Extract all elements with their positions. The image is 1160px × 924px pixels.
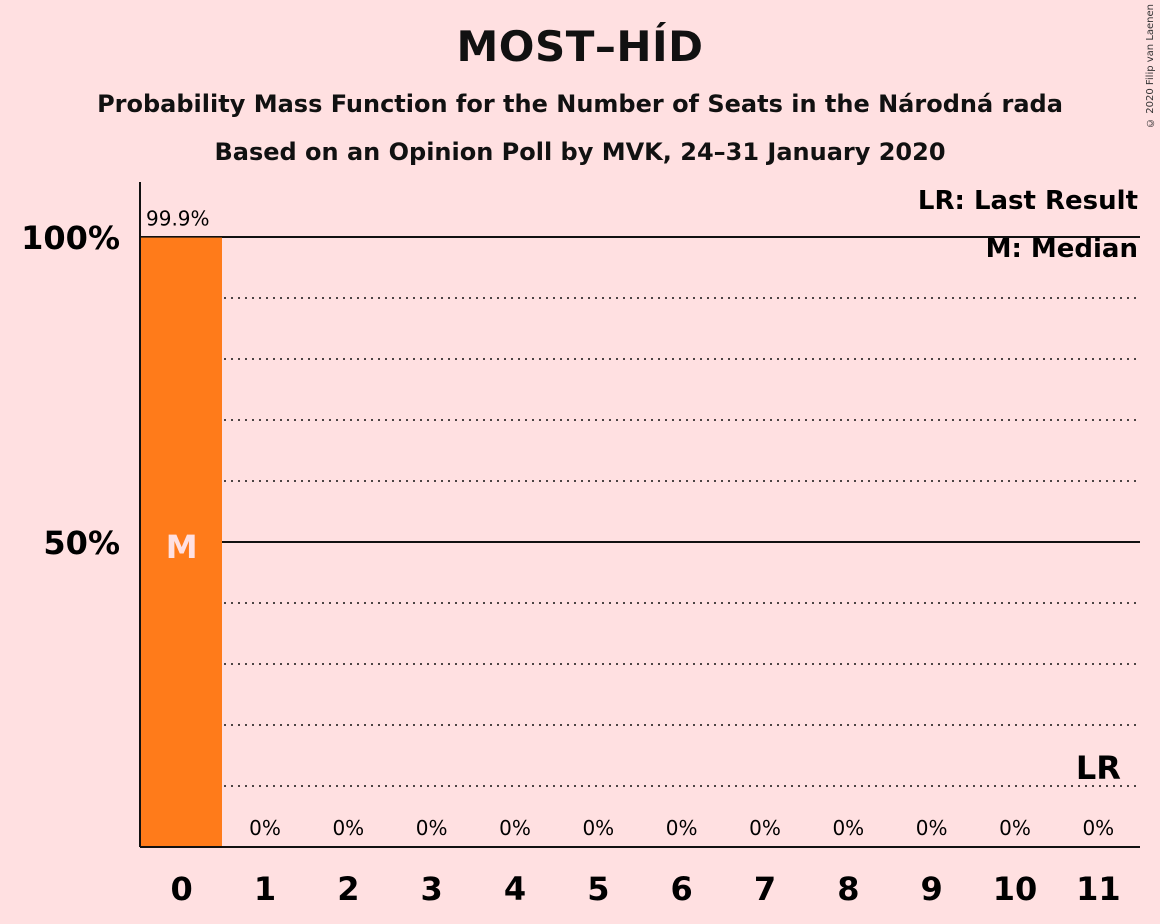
legend-median: M: Median (986, 234, 1138, 264)
bar-value-label: 0% (666, 816, 698, 840)
bar-value-label: 0% (916, 816, 948, 840)
legend-last-result: LR: Last Result (918, 186, 1138, 216)
bar-value-label: 0% (249, 816, 281, 840)
chart-subtitle: Probability Mass Function for the Number… (97, 90, 1063, 118)
bar-seat-0 (140, 237, 222, 848)
median-marker: M (166, 528, 198, 566)
bar-value-label: 0% (582, 816, 614, 840)
last-result-marker: LR (1076, 749, 1121, 787)
bar-value-label: 0% (332, 816, 364, 840)
x-tick-label: 4 (504, 870, 526, 908)
x-tick-label: 5 (587, 870, 609, 908)
chart-title: MOST–HÍD (456, 22, 704, 71)
x-tick-label: 2 (337, 870, 359, 908)
x-tick-label: 9 (921, 870, 943, 908)
bar-value-label: 0% (499, 816, 531, 840)
x-tick-label: 6 (671, 870, 693, 908)
gridlines (140, 236, 1140, 787)
y-tick-label: 100% (21, 219, 120, 257)
x-tick-label: 1 (254, 870, 276, 908)
bar-value-label: 0% (1082, 816, 1114, 840)
bar-value-label: 0% (416, 816, 448, 840)
bar-value-label: 0% (749, 816, 781, 840)
labels: 50%100%99.9%0M0%10%20%30%40%50%60%70%80%… (21, 207, 1121, 908)
x-tick-label: 3 (421, 870, 443, 908)
x-tick-label: 8 (837, 870, 859, 908)
bars (140, 237, 222, 848)
axes (139, 182, 1140, 848)
bar-value-label: 0% (999, 816, 1031, 840)
x-tick-label: 7 (754, 870, 776, 908)
x-tick-label: 11 (1076, 870, 1121, 908)
x-tick-label: 0 (171, 870, 193, 908)
bar-value-label: 0% (832, 816, 864, 840)
x-tick-label: 10 (993, 870, 1038, 908)
chart-source-line: Based on an Opinion Poll by MVK, 24–31 J… (214, 138, 946, 166)
bar-value-label: 99.9% (146, 207, 210, 231)
y-tick-label: 50% (43, 524, 120, 562)
